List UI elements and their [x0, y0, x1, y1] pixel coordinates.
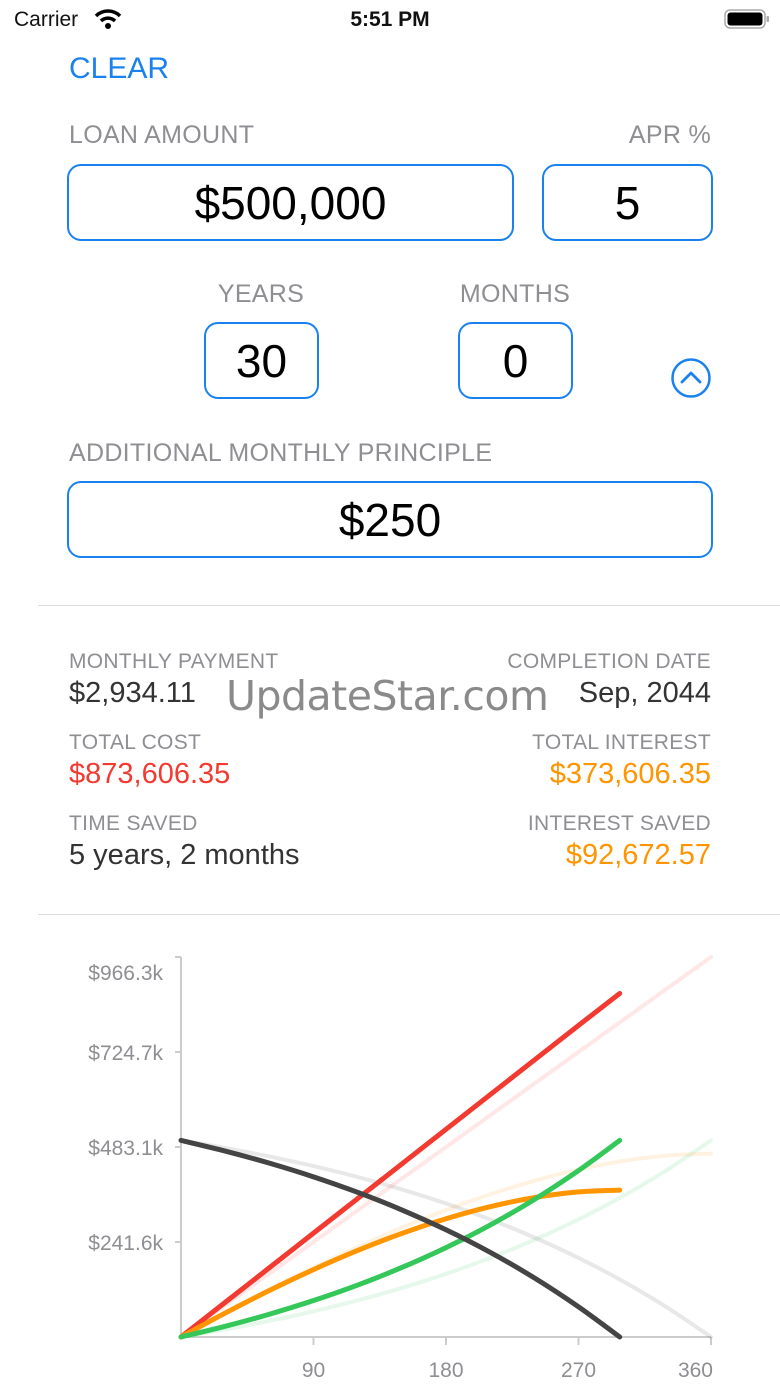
interest-saved-value: $92,672.57	[565, 839, 711, 871]
series-line-principal_std	[179, 1138, 713, 1339]
time-saved-value: 5 years, 2 months	[69, 839, 300, 871]
x-tick-label: 90	[302, 1359, 325, 1382]
additional-principle-input[interactable]: $250	[67, 481, 713, 558]
series-line-cost_std	[179, 955, 713, 1339]
wifi-icon	[94, 9, 122, 29]
additional-principle-label: ADDITIONAL MONTHLY PRINCIPLE	[69, 439, 493, 467]
series-line-balance_std	[179, 1138, 713, 1339]
loan-amount-input[interactable]: $500,000	[67, 164, 514, 241]
months-input[interactable]: 0	[458, 322, 573, 399]
monthly-payment-label: MONTHLY PAYMENT	[69, 650, 279, 673]
carrier-label: Carrier	[14, 8, 79, 31]
chevron-up-circle-icon[interactable]	[670, 357, 712, 399]
apr-label: APR %	[628, 121, 711, 149]
interest-saved-label: INTEREST SAVED	[527, 812, 711, 835]
clear-button[interactable]: CLEAR	[69, 52, 170, 85]
x-tick-label: 360	[678, 1359, 713, 1382]
years-input[interactable]: 30	[204, 322, 319, 399]
series-line-principal	[178, 1137, 623, 1340]
battery-icon	[724, 9, 769, 29]
series-line-interest	[178, 1187, 623, 1340]
total-cost-label: TOTAL COST	[69, 731, 202, 754]
x-tick-label: 270	[561, 1359, 596, 1382]
completion-date-value: Sep, 2044	[578, 677, 711, 709]
months-label: MONTHS	[459, 280, 571, 308]
time-label: 5:51 PM	[350, 8, 430, 31]
status-bar: Carrier 5:51 PM	[0, 0, 780, 40]
x-tick-label: 180	[428, 1359, 463, 1382]
watermark: UpdateStar.com	[226, 672, 549, 720]
total-interest-value: $373,606.35	[549, 758, 711, 790]
monthly-payment-value: $2,934.11	[69, 677, 196, 709]
loan-amount-label: LOAN AMOUNT	[69, 121, 255, 149]
y-tick-label: $724.7k	[88, 1042, 163, 1065]
years-label: YEARS	[217, 280, 305, 308]
divider	[38, 605, 780, 606]
total-cost-value: $873,606.35	[69, 758, 231, 790]
series-line-cost	[178, 990, 623, 1340]
completion-date-label: COMPLETION DATE	[507, 650, 711, 673]
y-tick-label: $966.3k	[88, 962, 163, 985]
y-tick-label: $483.1k	[88, 1137, 163, 1160]
y-tick-label: $241.6k	[88, 1232, 163, 1255]
amortization-chart: $241.6k $483.1k $724.7k $966.3k 90 180 270 360	[88, 955, 713, 1382]
time-saved-label: TIME SAVED	[69, 812, 198, 835]
apr-input[interactable]: 5	[542, 164, 713, 241]
series-line-balance	[178, 1137, 623, 1340]
divider	[38, 914, 780, 915]
total-interest-label: TOTAL INTEREST	[532, 731, 711, 754]
